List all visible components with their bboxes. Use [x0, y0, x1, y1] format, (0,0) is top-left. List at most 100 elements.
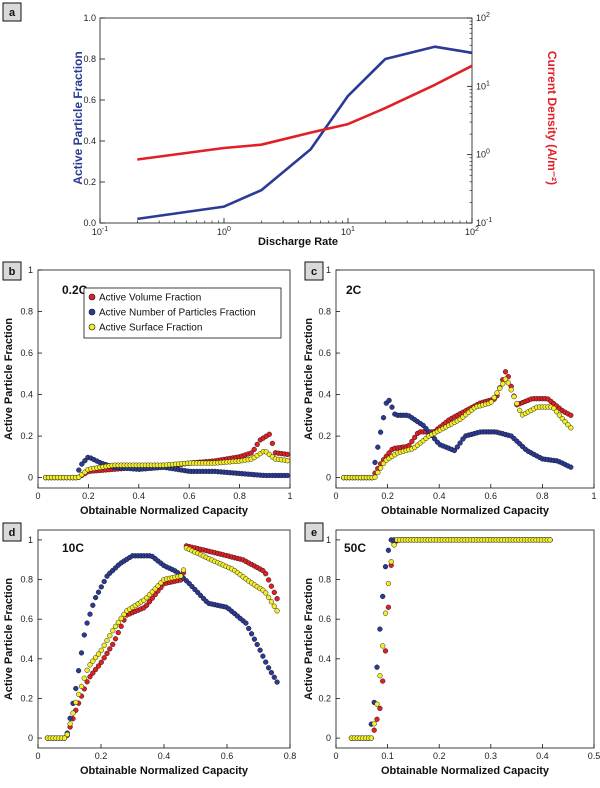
panel-c-xtick-label: 0.4	[433, 491, 446, 501]
data-point	[385, 547, 392, 553]
data-point	[491, 394, 497, 401]
data-point	[547, 537, 553, 543]
data-point	[265, 594, 272, 601]
data-point	[112, 623, 119, 630]
data-point	[380, 643, 386, 649]
panel-tag-c: c	[304, 261, 324, 281]
data-point	[505, 380, 511, 386]
panel-tag-e-text: e	[311, 527, 317, 539]
panel-e-ytick-label: 1	[326, 535, 331, 545]
panel-c-ytick-label: 0.6	[318, 348, 331, 358]
data-point	[380, 460, 387, 467]
data-point	[371, 721, 377, 727]
data-point	[377, 705, 383, 712]
legend-marker-volume	[88, 293, 96, 301]
data-point	[104, 637, 110, 644]
data-point	[374, 701, 380, 707]
data-point	[380, 415, 387, 421]
data-point	[118, 623, 124, 629]
data-point	[454, 444, 460, 450]
legend: Active Volume Fraction Active Number of …	[83, 287, 282, 339]
panel-e-xtick-label: 0.5	[588, 751, 600, 761]
panel-c-xtick-label: 1	[591, 491, 596, 501]
data-point	[90, 602, 96, 608]
panel-d-ytick-label: 0.4	[20, 654, 33, 664]
data-point	[371, 727, 377, 733]
data-point	[265, 665, 272, 671]
data-point	[423, 425, 429, 432]
data-point	[110, 641, 116, 648]
data-point	[391, 542, 397, 548]
panel-a-ytick-label: 0.0	[83, 218, 96, 228]
data-point	[84, 679, 90, 685]
data-point	[271, 589, 277, 596]
panel-a-ytick-label: 0.8	[83, 54, 96, 64]
panel-e-ytick-label: 0	[326, 733, 331, 743]
panel-a-y2tick-label: 10-1	[476, 217, 492, 228]
panel-d-ytick-label: 1	[28, 535, 33, 545]
data-point	[500, 381, 506, 387]
current-density-line	[137, 64, 473, 161]
data-point	[121, 611, 127, 618]
data-point	[115, 629, 121, 636]
data-point	[95, 651, 102, 657]
panel-b-ytick-label: 0.8	[20, 307, 33, 317]
panel-e-ytick-label: 0.6	[318, 614, 331, 624]
panel-d-xtick-label: 0	[35, 751, 40, 761]
data-point	[375, 444, 381, 450]
data-point	[451, 447, 458, 454]
panel-e-label: 50C	[344, 541, 366, 555]
panel-d-series-surface	[44, 545, 280, 741]
data-point	[82, 458, 88, 464]
data-point	[502, 376, 509, 382]
panel-d-xlabel: Obtainable Normalized Capacity	[80, 765, 249, 777]
data-point	[284, 451, 291, 458]
data-point	[64, 731, 70, 738]
panel-a-ytick-label: 0.4	[83, 136, 96, 146]
data-point	[274, 596, 280, 602]
panel-e-xlabel: Obtainable Normalized Capacity	[381, 765, 550, 777]
data-point	[263, 590, 269, 596]
data-point	[254, 441, 260, 448]
panel-a-y2label: Current Density (A/m⁻²)	[545, 51, 559, 185]
data-point	[388, 559, 394, 565]
panel-d-ytick-label: 0.2	[20, 693, 33, 703]
panel-d-plot: Obtainable Normalized Capacity Active Par…	[3, 529, 296, 777]
data-point	[257, 647, 263, 653]
data-point	[81, 632, 87, 638]
data-point	[78, 683, 85, 690]
panel-b-xtick-label: 0	[35, 491, 40, 501]
panel-a-ytick-label: 0.2	[83, 177, 96, 187]
data-point	[144, 602, 150, 608]
data-point	[70, 710, 76, 716]
data-point	[149, 595, 155, 601]
panel-c-ytick-label: 0.4	[318, 390, 331, 400]
panel-a-xtick-label: 101	[341, 226, 355, 237]
legend-item-volume: Active Volume Fraction	[99, 293, 201, 304]
panel-c-ylabel: Active Particle Fraction	[303, 318, 315, 441]
data-point	[374, 664, 380, 670]
data-point	[372, 474, 378, 480]
panel-tag-d-text: d	[9, 527, 16, 539]
data-point	[494, 390, 500, 396]
data-point	[268, 583, 275, 589]
data-point	[517, 407, 523, 414]
panel-e-series-volume	[348, 537, 553, 741]
data-point	[431, 436, 438, 442]
panel-b-ylabel: Active Particle Fraction	[3, 318, 15, 441]
data-point	[76, 467, 82, 473]
panel-d-label: 10C	[62, 541, 84, 555]
panel-e-ytick-label: 0.4	[318, 654, 331, 664]
data-point	[284, 472, 291, 479]
data-point	[107, 632, 113, 639]
panel-b-xlabel: Obtainable Normalized Capacity	[80, 505, 249, 517]
panel-tag-a: a	[2, 2, 22, 22]
panel-c-xtick-label: 0	[333, 491, 338, 501]
data-point	[457, 440, 463, 446]
panel-b-xtick-label: 1	[287, 491, 292, 501]
panel-c-ytick-label: 0	[326, 473, 331, 483]
data-point	[511, 393, 517, 400]
panel-b-xtick-label: 0.2	[82, 491, 95, 501]
data-point	[87, 662, 93, 668]
panel-c-xtick-label: 0.2	[381, 491, 394, 501]
